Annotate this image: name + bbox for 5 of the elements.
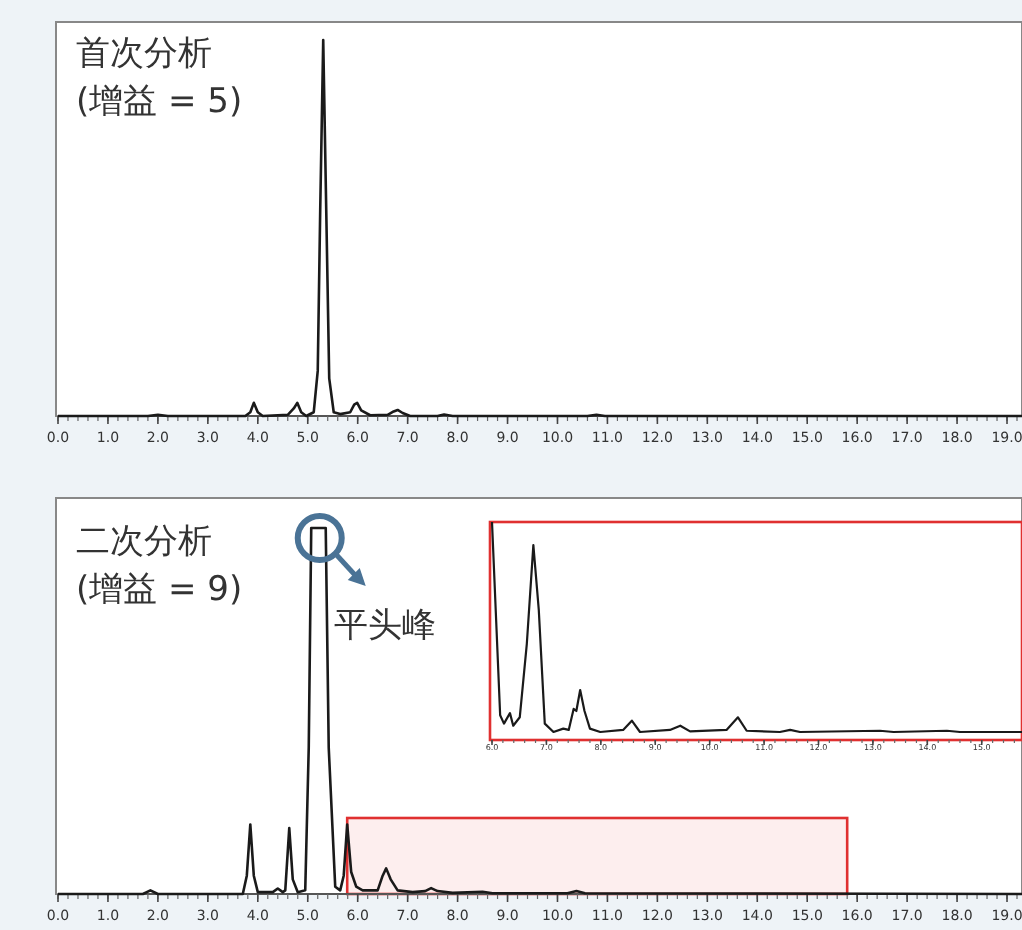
annotation: 平头峰 <box>333 606 436 646</box>
chart-title: 二次分析 <box>76 522 212 562</box>
text: (增益 = 9) <box>76 570 243 610</box>
chart-title: 首次分析 <box>76 34 212 74</box>
text: (增益 = 5) <box>76 82 243 122</box>
